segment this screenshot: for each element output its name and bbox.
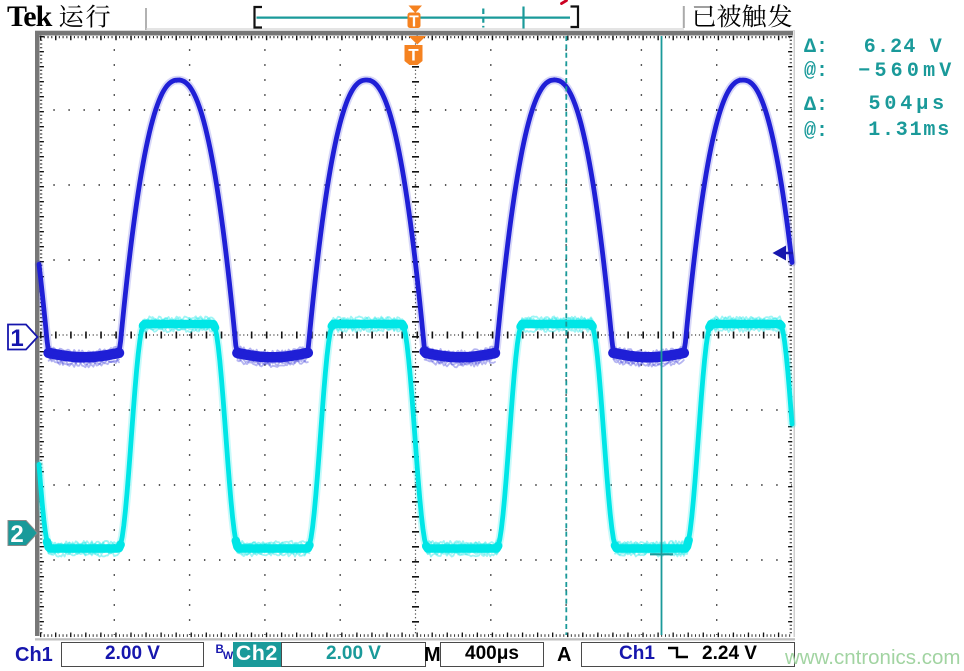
svg-text:1: 1 <box>10 325 23 352</box>
svg-text:2: 2 <box>10 521 23 548</box>
svg-text:T: T <box>408 46 419 65</box>
svg-text:T: T <box>409 14 419 31</box>
